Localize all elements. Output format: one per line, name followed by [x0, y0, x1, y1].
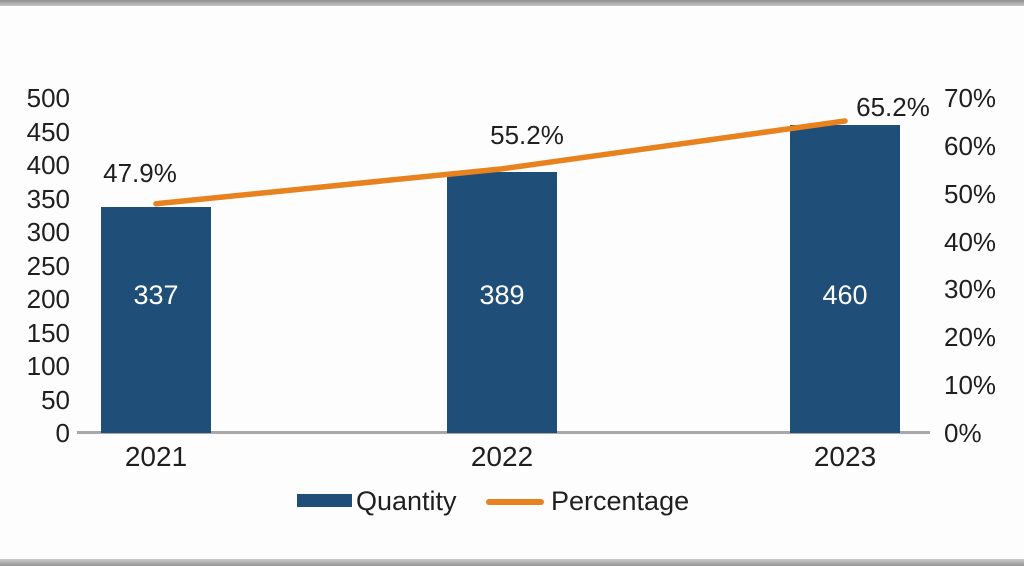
right-axis-tick-30%: 30%: [944, 274, 997, 305]
right-axis-tick-60%: 60%: [944, 130, 997, 161]
percentage-label-2022: 55.2%: [490, 119, 564, 150]
x-axis-label-2022: 2022: [470, 441, 534, 472]
percentage-label-2021: 47.9%: [103, 157, 177, 188]
bar-value-label-2021: 337: [133, 280, 179, 310]
right-axis-tick-50%: 50%: [944, 178, 997, 209]
x-axis-label-2021: 2021: [124, 441, 188, 472]
right-axis-tick-20%: 20%: [944, 322, 997, 353]
left-axis-tick-450: 450: [26, 116, 70, 147]
bottom-divider-rule: [0, 559, 1024, 566]
legend-quantity-swatch: [297, 494, 352, 507]
left-axis-tick-400: 400: [26, 150, 70, 180]
left-axis-tick-200: 200: [26, 284, 70, 314]
left-axis-tick-100: 100: [26, 351, 70, 381]
legend-percentage-label: Percentage: [551, 486, 690, 516]
percentage-label-2023: 65.2%: [856, 91, 930, 122]
right-axis-tick-10%: 10%: [944, 370, 997, 401]
bar-2022: [447, 172, 557, 433]
left-axis-tick-250: 250: [26, 250, 70, 281]
legend-percentage-line-swatch: [486, 499, 544, 505]
bar-value-label-2022: 389: [479, 280, 525, 310]
legend-quantity-label: Quantity: [356, 486, 457, 516]
left-axis-tick-50: 50: [41, 384, 70, 415]
x-axis-label-2023: 2023: [813, 441, 877, 472]
left-axis-tick-0: 0: [55, 418, 70, 448]
left-axis-tick-300: 300: [26, 217, 70, 247]
top-divider-rule: [0, 0, 1024, 6]
bar-2021: [101, 207, 211, 433]
bar-2023: [790, 124, 900, 433]
left-axis-tick-350: 350: [26, 183, 70, 214]
right-axis-tick-40%: 40%: [944, 226, 997, 257]
bar-value-label-2023: 460: [822, 280, 868, 310]
left-axis-tick-500: 500: [26, 83, 70, 113]
right-axis-tick-0%: 0%: [944, 418, 982, 448]
percentage-line: [153, 118, 848, 207]
left-axis-tick-150: 150: [26, 317, 70, 348]
right-axis-tick-70%: 70%: [944, 83, 997, 113]
